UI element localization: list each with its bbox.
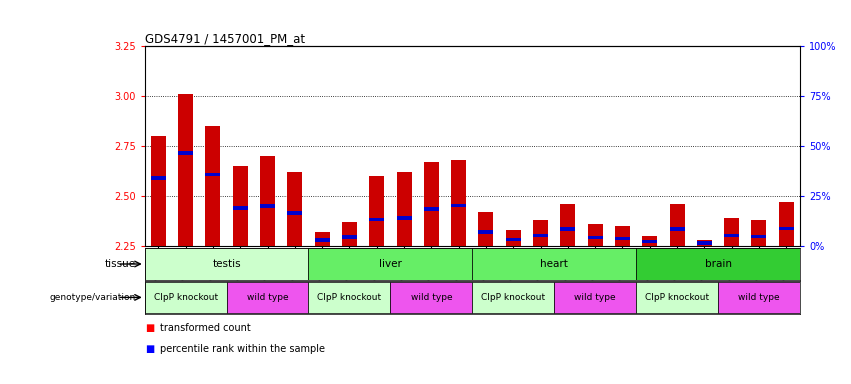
Bar	[342, 235, 357, 239]
Text: percentile rank within the sample: percentile rank within the sample	[160, 344, 325, 354]
Bar	[451, 160, 466, 246]
Bar	[424, 207, 439, 210]
Bar	[424, 162, 439, 246]
Bar	[288, 211, 302, 215]
Bar	[369, 218, 385, 221]
Text: ClpP knockout: ClpP knockout	[481, 293, 545, 302]
Bar	[615, 226, 630, 246]
Bar	[533, 234, 548, 237]
Bar	[697, 240, 712, 246]
Bar	[260, 156, 275, 246]
Bar	[636, 248, 800, 280]
Text: transformed count: transformed count	[160, 323, 251, 333]
Bar	[588, 235, 603, 239]
Bar	[779, 202, 794, 246]
Text: ■: ■	[145, 344, 154, 354]
Bar	[232, 206, 248, 210]
Bar	[226, 282, 308, 313]
Text: ClpP knockout: ClpP knockout	[645, 293, 709, 302]
Bar	[588, 224, 603, 246]
Bar	[505, 230, 521, 246]
Bar	[751, 220, 767, 246]
Bar	[779, 227, 794, 230]
Bar	[478, 212, 494, 246]
Text: wild type: wild type	[738, 293, 780, 302]
Bar	[145, 282, 226, 313]
Bar	[232, 166, 248, 246]
Bar	[554, 282, 636, 313]
Bar	[560, 204, 575, 246]
Bar	[472, 282, 554, 313]
Bar	[724, 218, 740, 246]
Text: ■: ■	[145, 323, 154, 333]
Text: genotype/variation: genotype/variation	[50, 293, 136, 302]
Bar	[636, 282, 718, 313]
Bar	[643, 236, 657, 246]
Bar	[397, 216, 412, 220]
Bar	[342, 222, 357, 246]
Bar	[205, 173, 220, 176]
Bar	[308, 248, 472, 280]
Bar	[560, 227, 575, 231]
Text: testis: testis	[212, 259, 241, 269]
Bar	[151, 136, 166, 246]
Bar	[315, 238, 329, 242]
Text: GDS4791 / 1457001_PM_at: GDS4791 / 1457001_PM_at	[145, 32, 305, 45]
Bar	[670, 204, 684, 246]
Bar	[369, 176, 385, 246]
Text: wild type: wild type	[574, 293, 616, 302]
Bar	[288, 172, 302, 246]
Bar	[397, 172, 412, 246]
Bar	[315, 232, 329, 246]
Text: liver: liver	[379, 259, 402, 269]
Text: heart: heart	[540, 259, 568, 269]
Bar	[260, 204, 275, 208]
Bar	[697, 241, 712, 245]
Text: brain: brain	[705, 259, 732, 269]
Bar	[505, 238, 521, 241]
Bar	[178, 151, 193, 155]
Bar	[718, 282, 800, 313]
Text: tissue: tissue	[105, 259, 136, 269]
Bar	[643, 240, 657, 243]
Bar	[724, 234, 740, 237]
Bar	[533, 220, 548, 246]
Bar	[391, 282, 472, 313]
Bar	[615, 237, 630, 240]
Text: ClpP knockout: ClpP knockout	[153, 293, 218, 302]
Text: ClpP knockout: ClpP knockout	[317, 293, 381, 302]
Bar	[308, 282, 391, 313]
Bar	[178, 94, 193, 246]
Text: wild type: wild type	[247, 293, 288, 302]
Bar	[151, 176, 166, 180]
Text: wild type: wild type	[410, 293, 452, 302]
Bar	[751, 235, 767, 238]
Bar	[205, 126, 220, 246]
Bar	[145, 248, 308, 280]
Bar	[670, 227, 684, 231]
Bar	[472, 248, 636, 280]
Bar	[451, 204, 466, 207]
Bar	[478, 230, 494, 234]
